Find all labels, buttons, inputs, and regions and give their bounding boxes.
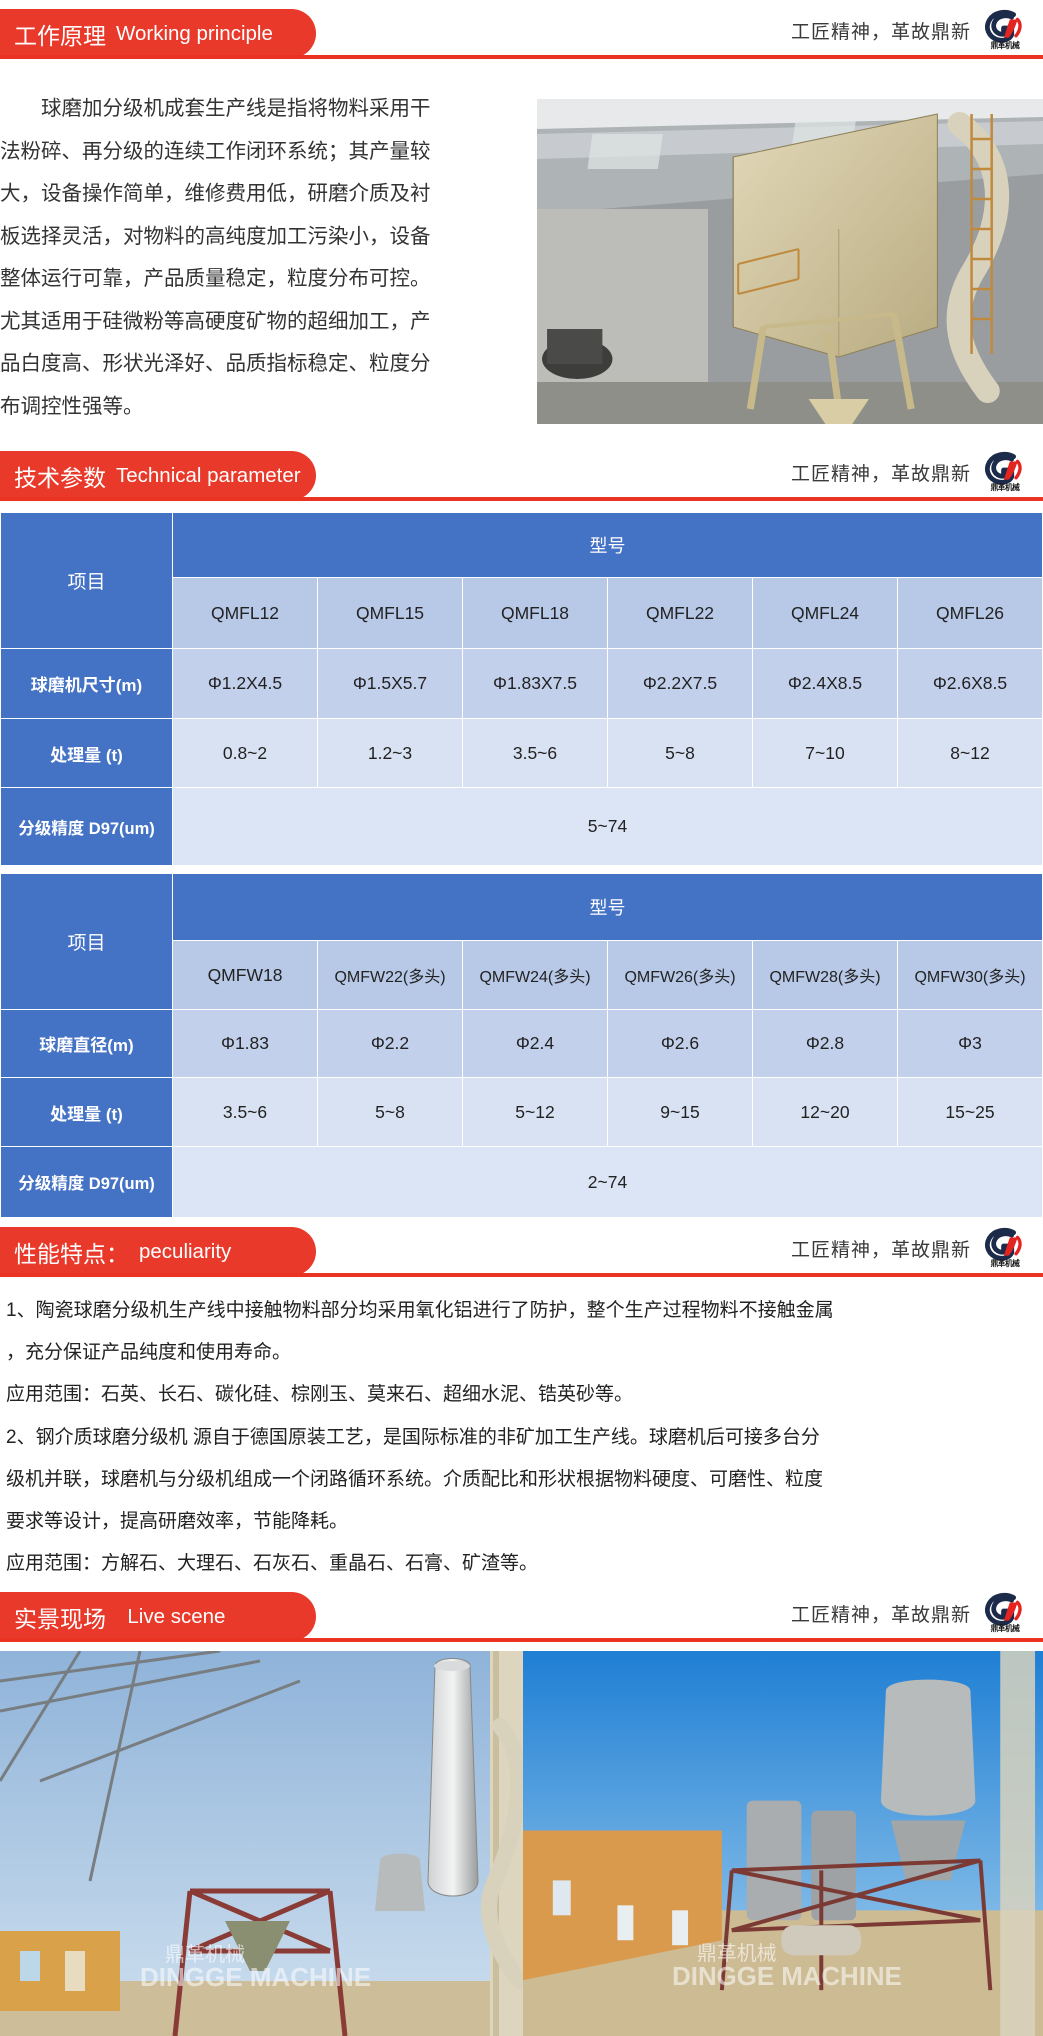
svg-text:DINGGE MACHINE: DINGGE MACHINE <box>140 1962 371 1992</box>
svg-text:DINGGE MACHINE: DINGGE MACHINE <box>672 1963 902 1991</box>
svg-text:鼎革机械: 鼎革机械 <box>991 482 1021 492</box>
svg-text:鼎革机械: 鼎革机械 <box>991 40 1021 50</box>
svg-text:鼎革机械: 鼎革机械 <box>991 1623 1021 1633</box>
svg-text:鼎革机械: 鼎革机械 <box>697 1942 777 1965</box>
svg-text:鼎革机械: 鼎革机械 <box>165 1943 245 1966</box>
svg-text:鼎革机械: 鼎革机械 <box>991 1258 1021 1268</box>
